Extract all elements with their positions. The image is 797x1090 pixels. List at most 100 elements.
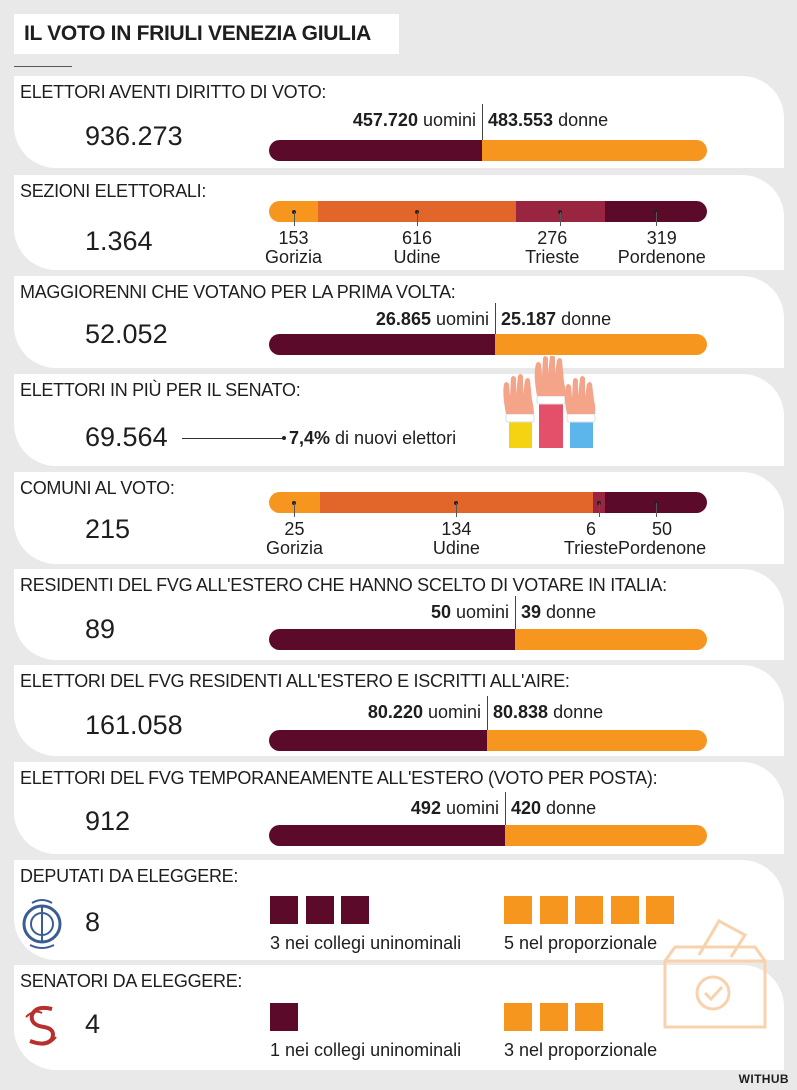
seat-square — [504, 1003, 532, 1031]
senato-emblem — [25, 1005, 57, 1046]
bar-segment-donne — [495, 334, 707, 355]
uomini-value: 50 — [430, 602, 451, 622]
uomini-label: 492 uomini — [411, 798, 499, 819]
uomini-label: 26.865 uomini — [376, 309, 489, 330]
panel-elettori: ELETTORI AVENTI DIRITTO DI VOTO: 936.273… — [14, 76, 784, 168]
category-value: 153 — [278, 228, 309, 248]
group-label: 5 nel proporzionale — [504, 933, 658, 953]
donne-name: donne — [556, 309, 612, 329]
total-value: 69.564 — [85, 422, 168, 452]
uomini-name: uomini — [430, 309, 489, 329]
category-name: Trieste — [525, 247, 580, 267]
panel-title: ELETTORI DEL FVG TEMPORANEAMENTE ALL'EST… — [20, 768, 658, 788]
connector-line — [182, 438, 284, 439]
total-value: 89 — [85, 614, 116, 644]
seat-square — [504, 896, 532, 924]
seat-square — [610, 896, 639, 924]
split-bar — [269, 140, 707, 161]
seat-square — [341, 896, 369, 924]
donne-label: 420 donne — [511, 798, 596, 819]
category-label: 276 Trieste — [525, 229, 579, 267]
segment-leader — [417, 212, 419, 226]
bar-segment-donne — [515, 629, 707, 650]
uomini-value: 492 — [410, 798, 441, 818]
title-divider — [14, 66, 72, 67]
segment-leader — [655, 212, 657, 226]
uomini-name: uomini — [440, 798, 499, 818]
seat-square — [575, 896, 603, 924]
bar-segment-uomini — [269, 334, 495, 355]
category-name: Gorizia — [265, 538, 323, 558]
donne-value: 483.553 — [488, 110, 554, 130]
panel-title: COMUNI AL VOTO: — [20, 478, 175, 498]
split-divider — [505, 792, 506, 825]
donne-label: 80.838 donne — [493, 702, 603, 723]
donne-value: 420 — [511, 798, 542, 818]
category-value: 319 — [646, 228, 677, 248]
donne-value: 80.838 — [493, 702, 549, 722]
panel-title: RESIDENTI DEL FVG ALL'ESTERO CHE HANNO S… — [20, 575, 667, 595]
category-label: 153 Gorizia — [265, 229, 322, 267]
group-label: 1 nei collegi uninominali — [270, 1040, 462, 1060]
panel-title: ELETTORI AVENTI DIRITTO DI VOTO: — [20, 82, 327, 102]
split-bar — [269, 334, 707, 355]
panel-senato: ELETTORI IN PIÙ PER IL SENATO: 69.564 7,… — [14, 356, 784, 466]
panel-maggiorenni: MAGGIORENNI CHE VOTANO PER LA PRIMA VOLT… — [14, 276, 784, 368]
category-name: Udine — [393, 247, 441, 267]
donne-label: 483.553 donne — [488, 110, 608, 131]
panel-aire: ELETTORI DEL FVG RESIDENTI ALL'ESTERO E … — [14, 665, 784, 756]
category-label: 25 Gorizia — [266, 520, 323, 558]
panel-title: SEZIONI ELETTORALI: — [20, 181, 207, 201]
ballot-box-illustration — [663, 918, 767, 1029]
split-divider — [487, 696, 488, 730]
category-value: 25 — [284, 519, 305, 539]
category-label: 616 Udine — [394, 229, 441, 267]
uomini-value: 457.720 — [352, 110, 418, 130]
page-title: IL VOTO IN FRIULI VENEZIA GIULIA — [14, 14, 399, 54]
category-value: 134 — [441, 519, 472, 539]
seat-square — [575, 1003, 603, 1031]
bar-segment-uomini — [269, 140, 482, 161]
segment-leader — [456, 503, 458, 517]
split-divider — [515, 596, 516, 629]
category-label: 6 Trieste — [564, 520, 618, 558]
total-value: 8 — [85, 907, 101, 937]
uomini-label: 457.720 uomini — [353, 110, 476, 131]
group-label: 3 nel proporzionale — [504, 1040, 658, 1060]
donne-name: donne — [548, 702, 604, 722]
stacked-bar — [269, 492, 707, 513]
uomini-name: uomini — [450, 602, 509, 622]
split-divider — [482, 104, 483, 140]
category-name: Udine — [432, 538, 480, 558]
bar-segment-donne — [482, 140, 707, 161]
split-divider — [495, 303, 496, 334]
panel-residenti-estero: RESIDENTI DEL FVG ALL'ESTERO CHE HANNO S… — [14, 569, 784, 660]
camera-deputati-emblem — [22, 899, 62, 949]
bar-segment-donne — [487, 730, 707, 751]
donne-name: donne — [541, 798, 597, 818]
segment-leader — [599, 503, 601, 517]
total-value: 912 — [85, 806, 131, 836]
seat-square — [539, 1003, 568, 1031]
category-value: 276 — [537, 228, 568, 248]
total-value: 936.273 — [85, 121, 183, 151]
connector-dot — [282, 436, 286, 440]
uomini-label: 50 uomini — [431, 602, 509, 623]
category-value: 6 — [586, 519, 597, 539]
uomini-value: 80.220 — [367, 702, 423, 722]
stacked-bar — [269, 201, 707, 222]
percentage-label: 7,4% di nuovi elettori — [289, 428, 457, 448]
category-value: 50 — [652, 519, 673, 539]
seat-square — [270, 1003, 298, 1031]
bar-segment-uomini — [269, 730, 487, 751]
panel-title: SENATORI DA ELEGGERE: — [20, 971, 243, 991]
seat-square — [539, 896, 568, 924]
split-bar — [269, 629, 707, 650]
panel-senatori: SENATORI DA ELEGGERE: 4 1 nei collegi un… — [14, 918, 784, 1070]
panel-comuni: COMUNI AL VOTO: 215 25 Gorizia 134 Udine 6 Tr… — [14, 472, 784, 564]
uomini-label: 80.220 uomini — [368, 702, 481, 723]
uomini-name: uomini — [417, 110, 476, 130]
bar-segment-uomini — [269, 629, 515, 650]
uomini-name: uomini — [422, 702, 481, 722]
segment-leader — [293, 212, 295, 226]
